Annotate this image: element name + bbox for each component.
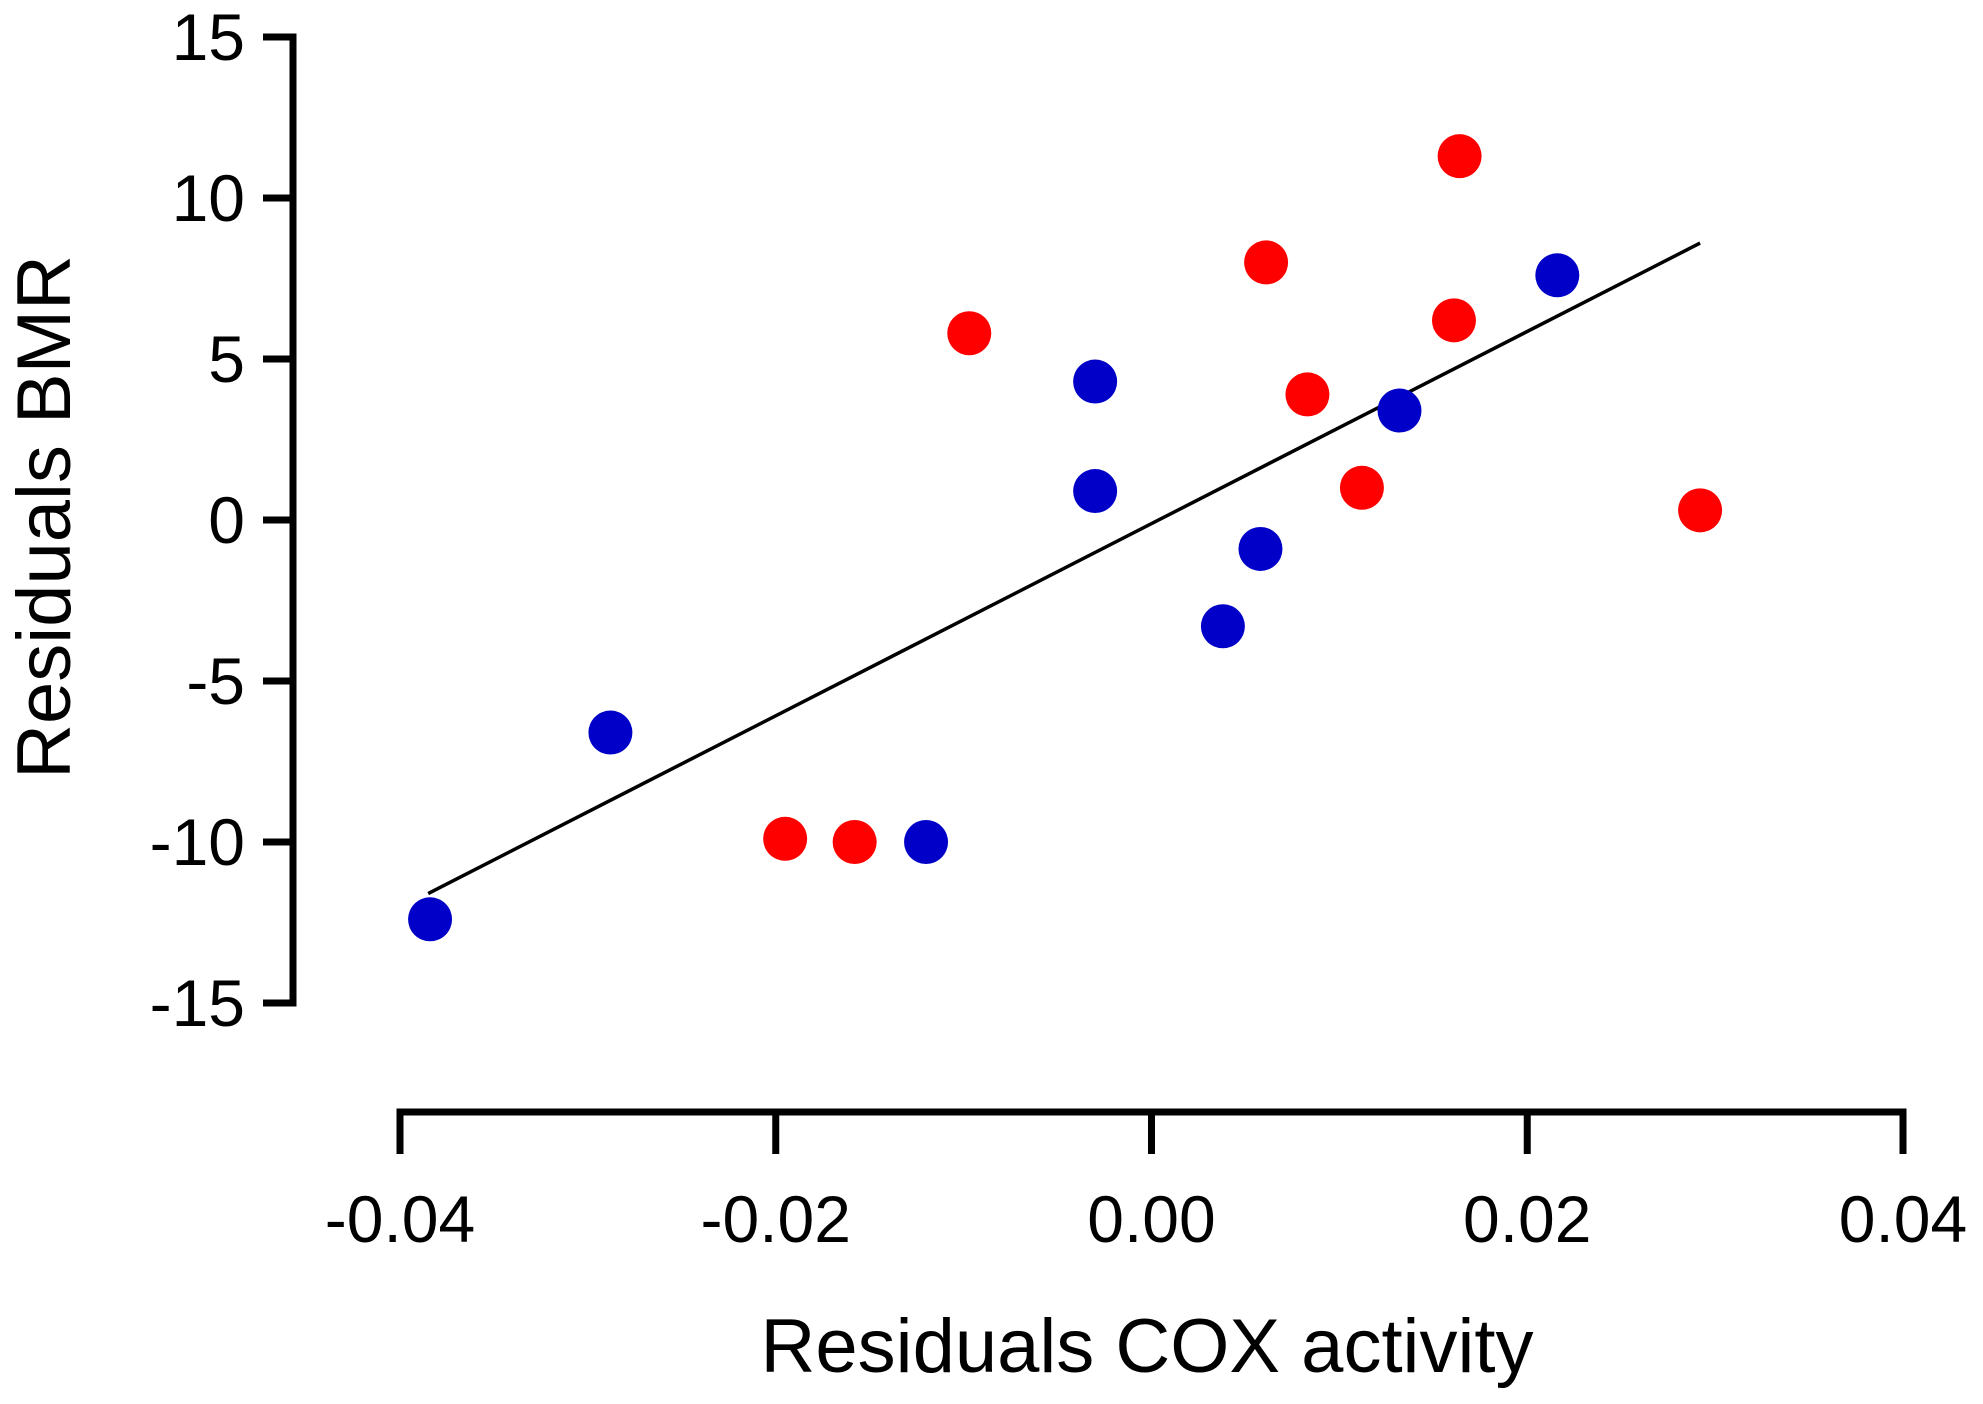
y-tick-label: -10 [150, 805, 245, 879]
x-axis: -0.04 -0.02 0.00 0.02 0.04 [325, 1108, 1967, 1256]
blue-data-point [1200, 604, 1245, 649]
red-data-point [1339, 465, 1384, 510]
regression-line [427, 241, 1701, 896]
y-tick-label: 15 [172, 0, 245, 74]
blue-data-point [1238, 526, 1283, 571]
red-data-point [763, 816, 808, 861]
y-tick-label: -15 [150, 966, 245, 1040]
y-axis-title: Residuals BMR [2, 255, 87, 779]
y-tick-label: -5 [186, 644, 245, 718]
red-data-point [1244, 240, 1289, 285]
blue-data-point [904, 820, 949, 864]
x-tick-label: -0.02 [701, 1182, 851, 1256]
data-points [408, 134, 1723, 942]
red-data-point [1437, 134, 1482, 179]
x-tick-label: -0.04 [325, 1182, 475, 1256]
y-axis: -15 -10 -5 0 5 10 15 [150, 0, 297, 1040]
red-data-point [832, 820, 877, 864]
red-data-point [1678, 488, 1723, 533]
red-data-point [947, 311, 992, 356]
blue-data-point [1073, 359, 1118, 404]
blue-data-point [1535, 253, 1580, 298]
y-tick-label: 10 [172, 161, 245, 235]
regression-line-group [427, 241, 1701, 896]
x-tick-label: 0.04 [1839, 1182, 1967, 1256]
y-tick-label: 0 [208, 483, 245, 557]
y-tick-label: 5 [208, 322, 245, 396]
x-axis-title: Residuals COX activity [761, 1304, 1534, 1389]
blue-data-point [1073, 469, 1118, 514]
blue-data-point [1377, 388, 1422, 433]
blue-data-point [588, 710, 633, 755]
red-data-point [1285, 372, 1330, 417]
red-data-point [1431, 298, 1476, 343]
blue-data-point [408, 897, 453, 942]
x-tick-label: 0.02 [1463, 1182, 1591, 1256]
x-tick-label: 0.00 [1087, 1182, 1215, 1256]
